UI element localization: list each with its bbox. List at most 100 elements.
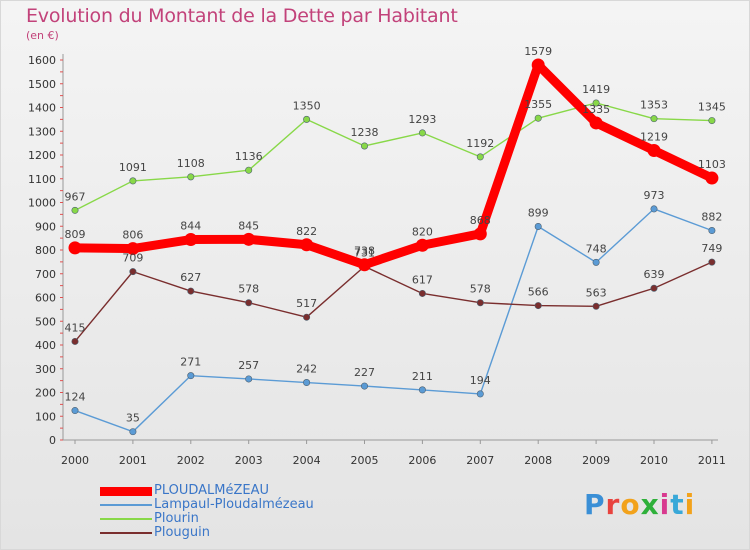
data-point [187,287,195,295]
data-label: 1219 [640,130,668,143]
data-label: 820 [412,225,433,238]
data-point [68,241,82,255]
data-label: 1345 [698,101,726,114]
data-point [187,173,195,181]
logo-letter: r [605,488,621,521]
legend-label: PLOUDALMéZEAU [154,483,270,498]
x-tick-label: 2001 [119,454,147,467]
data-label: 1419 [582,83,610,96]
data-label: 709 [122,252,143,265]
y-tick-label: 0 [49,434,56,447]
data-point [184,233,198,247]
y-tick-label: 1400 [28,102,56,115]
series-line [74,261,713,343]
data-point [358,258,371,272]
legend-label: Lampaul-Ploudalmézeau [154,497,314,512]
legend-item: Lampaul-Ploudalmézeau [100,498,314,512]
series-line [74,102,713,212]
data-point [303,379,311,387]
data-label: 882 [701,211,722,224]
data-point [708,117,716,125]
data-point [418,129,426,137]
data-point [592,99,600,107]
x-tick-label: 2003 [235,454,263,467]
x-tick-label: 2009 [582,454,610,467]
data-point [71,337,79,345]
y-tick-label: 1000 [28,197,56,210]
data-label: 738 [354,245,375,258]
data-label: 748 [586,242,607,255]
y-tick-label: 1100 [28,173,56,186]
data-point [360,142,368,150]
data-label: 227 [354,366,375,379]
data-point [476,390,484,398]
y-tick-label: 1300 [28,125,56,138]
data-label: 1192 [466,137,494,150]
data-label: 578 [470,283,491,296]
data-label: 967 [65,190,86,203]
data-point [418,386,426,394]
y-tick-label: 500 [35,315,56,328]
x-tick-label: 2002 [177,454,205,467]
data-point [71,407,79,415]
data-label: 627 [180,271,201,284]
legend-label: Plouguin [154,525,210,540]
chart-title: Evolution du Montant de la Dette par Hab… [26,5,458,27]
data-label: 1353 [640,99,668,112]
data-label: 973 [644,189,665,202]
data-label: 868 [470,214,491,227]
legend-swatch [100,486,152,496]
data-point [647,143,661,157]
logo-letter: o [620,488,641,521]
data-point [534,114,542,122]
legend-swatch [100,532,152,534]
logo-letter: x [640,488,660,521]
data-point [303,115,311,123]
x-tick-label: 2011 [698,454,726,467]
logo-letter: i [659,488,671,521]
logo-letter: t [670,488,685,521]
data-label: 639 [644,268,665,281]
data-label: 257 [238,359,259,372]
data-point [705,171,719,185]
data-point [245,299,253,307]
y-tick-label: 200 [35,387,56,400]
data-point [187,372,195,380]
data-point [303,313,311,321]
data-point [129,268,137,276]
data-label: 844 [180,220,201,233]
x-tick-label: 2006 [408,454,436,467]
data-label: 845 [238,219,259,232]
data-label: 806 [122,229,143,242]
y-tick-label: 1500 [28,78,56,91]
data-point [129,177,137,185]
data-label: 1091 [119,161,147,174]
data-point [650,115,658,123]
data-label: 1355 [524,98,552,111]
data-label: 271 [180,356,201,369]
proxiti-logo: Proxiti [584,488,695,521]
legend-swatch [100,518,152,520]
data-label: 617 [412,273,433,286]
x-tick-label: 2010 [640,454,668,467]
x-tick-label: 2005 [351,454,379,467]
data-label: 1103 [698,158,726,171]
data-label: 517 [296,297,317,310]
data-point [300,238,314,252]
chart-legend: PLOUDALMéZEAU Lampaul-Ploudalmézeau Plouri… [100,484,314,540]
data-point [589,116,603,130]
data-point [245,166,253,174]
data-point [242,232,256,246]
data-label: 1136 [235,150,263,163]
legend-item: Plouguin [100,526,314,540]
data-label: 1350 [293,99,321,112]
data-point [129,428,137,436]
data-label: 242 [296,363,317,376]
y-tick-label: 1600 [28,54,56,67]
data-label: 1293 [408,113,436,126]
legend-label: Plourin [154,511,199,526]
data-point [650,284,658,292]
data-label: 415 [65,321,86,334]
data-label: 194 [470,374,491,387]
